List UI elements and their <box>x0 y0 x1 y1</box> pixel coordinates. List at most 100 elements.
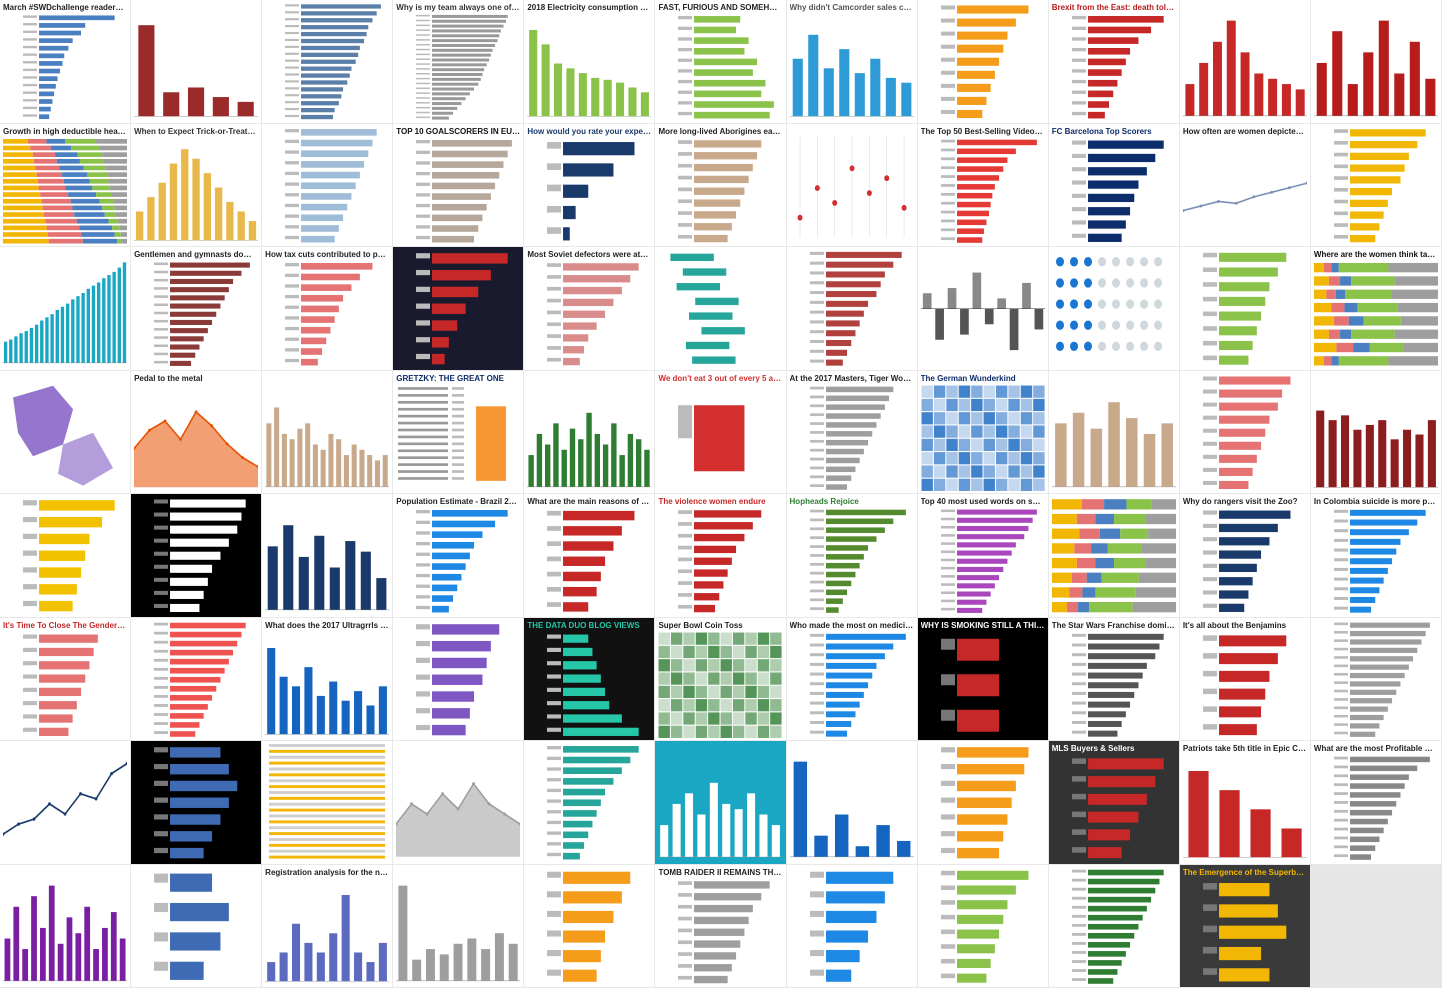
chart-thumbnail[interactable]: What does the 2017 Ultragrrls poll shows… <box>262 617 394 741</box>
chart-thumbnail[interactable] <box>0 494 132 618</box>
chart-thumbnail[interactable]: Population Estimate - Brazil 2018 <box>393 494 525 618</box>
chart-thumbnail[interactable] <box>655 741 787 865</box>
chart-thumbnail[interactable]: The Emergence of the Superbugs <box>1179 864 1311 988</box>
chart-thumbnail[interactable]: FAST, FURIOUS AND SOMEHOW STILL FILLING … <box>655 0 787 124</box>
chart-thumbnail[interactable]: FC Barcelona Top Scorers <box>1048 123 1180 247</box>
chart-thumbnail[interactable] <box>1179 0 1311 124</box>
chart-thumbnail[interactable]: Who made the most on medicine exports in… <box>786 617 918 741</box>
row-label-mark <box>940 550 955 554</box>
thumbnail-title: Top 40 most used words on sports news <box>920 497 1045 506</box>
chart-thumbnail[interactable]: Northern Virginia Market Report FEB 2018 <box>131 0 263 124</box>
chart-thumbnail[interactable] <box>524 864 656 988</box>
chart-thumbnail[interactable] <box>1310 617 1442 741</box>
chart-thumbnail[interactable] <box>524 370 656 494</box>
chart-thumbnail[interactable]: At the 2017 Masters, Tiger Woods, Garcia… <box>786 370 918 494</box>
chart-thumbnail[interactable]: Super Bowl Coin Toss <box>655 617 787 741</box>
chart-thumbnail[interactable]: MLS Buyers & Sellers <box>1048 741 1180 865</box>
chart-thumbnail[interactable]: Most Soviet defectors were athletes or p… <box>524 247 656 371</box>
chart-thumbnail[interactable] <box>1179 247 1311 371</box>
chart-thumbnail[interactable]: The German Wunderkind <box>917 370 1049 494</box>
chart-thumbnail[interactable] <box>131 864 263 988</box>
chart-thumbnail[interactable]: Patriots take 5th title in Epic Comeback <box>1179 741 1311 865</box>
chart-thumbnail[interactable] <box>262 741 394 865</box>
bar <box>825 359 843 366</box>
chart-thumbnail[interactable]: Where are the women think tank leaders? <box>1310 247 1442 371</box>
chart-thumbnail[interactable]: What are the most Profitable Companies m… <box>1310 741 1442 865</box>
chart-thumbnail[interactable] <box>393 864 525 988</box>
chart-thumbnail[interactable] <box>655 247 787 371</box>
chart-thumbnail[interactable]: More long-lived Aborigines earn in Febru… <box>655 123 787 247</box>
chart-thumbnail[interactable]: Growth in high deductible health plans <box>0 123 132 247</box>
chart-thumbnail[interactable] <box>917 741 1049 865</box>
bar <box>825 633 906 640</box>
chart-thumbnail[interactable] <box>1048 247 1180 371</box>
chart-thumbnail[interactable]: When to Expect Trick-or-Treaters <box>131 123 263 247</box>
bar <box>301 171 361 178</box>
chart-thumbnail[interactable] <box>786 247 918 371</box>
chart-thumbnail[interactable]: How would you rate your experience atten… <box>524 123 656 247</box>
chart-thumbnail[interactable] <box>393 741 525 865</box>
chart-thumbnail[interactable]: 2018 Electricity consumption by househol… <box>524 0 656 124</box>
chart-thumbnail[interactable]: The Star Wars Franchise dominates the Bo… <box>1048 617 1180 741</box>
chart-thumbnail[interactable] <box>393 617 525 741</box>
chart-thumbnail[interactable] <box>131 741 263 865</box>
chart-thumbnail[interactable] <box>131 494 263 618</box>
chart-thumbnail[interactable] <box>262 0 394 124</box>
chart-thumbnail[interactable]: We don't eat 3 out of every 5 animals ki… <box>655 370 787 494</box>
chart-thumbnail[interactable] <box>524 741 656 865</box>
chart-thumbnail[interactable]: In Colombia suicide is more prevalent in… <box>1310 494 1442 618</box>
chart-thumbnail[interactable] <box>786 864 918 988</box>
chart-thumbnail[interactable]: TOMB RAIDER II REMAINS THE BEST-SELLING … <box>655 864 787 988</box>
chart-thumbnail[interactable]: TOP 10 GOALSCORERS IN EUROPE'S TOP 5 LEA… <box>393 123 525 247</box>
chart-thumbnail[interactable]: It's Time To Close The Gender Gap <box>0 617 132 741</box>
chart-thumbnail[interactable] <box>0 247 132 371</box>
chart-thumbnail[interactable] <box>262 494 394 618</box>
thumbnail-visual <box>527 744 651 862</box>
chart-thumbnail[interactable]: How tax cuts contributed to public spend… <box>262 247 394 371</box>
chart-thumbnail[interactable] <box>0 864 132 988</box>
chart-thumbnail[interactable]: March #SWDchallenge readers are most int… <box>0 0 132 124</box>
chart-thumbnail[interactable]: The Top 50 Best-Selling Video Games <box>917 123 1049 247</box>
chart-thumbnail[interactable]: It's all about the Benjamins <box>1179 617 1311 741</box>
chart-thumbnail[interactable]: Why didn't Camcorder sales crash like di… <box>786 0 918 124</box>
table-cell <box>452 428 465 431</box>
chart-thumbnail[interactable] <box>393 247 525 371</box>
chart-thumbnail[interactable] <box>131 617 263 741</box>
chart-thumbnail[interactable] <box>786 123 918 247</box>
bar <box>170 814 221 825</box>
chart-thumbnail[interactable] <box>1048 864 1180 988</box>
chart-thumbnail[interactable] <box>786 741 918 865</box>
chart-thumbnail[interactable]: The violence women endure <box>655 494 787 618</box>
chart-thumbnail[interactable] <box>0 370 132 494</box>
chart-thumbnail[interactable]: Hopheads Rejoice <box>786 494 918 618</box>
chart-thumbnail[interactable] <box>917 864 1049 988</box>
chart-thumbnail[interactable]: 15 referendums that will be held 2015-20… <box>1310 370 1442 494</box>
chart-thumbnail[interactable]: Brexit from the East: death toll in Euro… <box>1048 0 1180 124</box>
chart-thumbnail[interactable]: What are the main reasons of success? <box>524 494 656 618</box>
heat-cell <box>658 725 671 738</box>
chart-thumbnail[interactable] <box>1310 123 1442 247</box>
chart-thumbnail[interactable] <box>262 123 394 247</box>
chart-thumbnail[interactable] <box>1310 0 1442 124</box>
chart-thumbnail[interactable]: Top 40 most used words on sports news <box>917 494 1049 618</box>
chart-thumbnail[interactable]: Registration analysis for the new LA mee… <box>262 864 394 988</box>
chart-thumbnail[interactable]: Gentlemen and gymnasts dominate the list… <box>131 247 263 371</box>
chart-thumbnail[interactable]: Pedal to the metal <box>131 370 263 494</box>
row-label-mark <box>678 187 693 191</box>
chart-thumbnail[interactable]: WHY IS SMOKING STILL A THING? <box>917 617 1049 741</box>
row-label-mark <box>1333 697 1348 701</box>
chart-thumbnail[interactable]: THE DATA DUO BLOG VIEWS <box>524 617 656 741</box>
chart-thumbnail[interactable] <box>1179 370 1311 494</box>
chart-thumbnail[interactable]: Why is my team always one of the worst? <box>393 0 525 124</box>
chart-thumbnail[interactable] <box>917 0 1049 124</box>
chart-thumbnail[interactable]: Why do rangers visit the Zoo? <box>1179 494 1311 618</box>
chart-thumbnail[interactable]: GRETZKY: THE GREAT ONE <box>393 370 525 494</box>
chart-thumbnail[interactable] <box>1048 370 1180 494</box>
chart-thumbnail[interactable]: How often are women depicted in movies w… <box>1179 123 1311 247</box>
chart-thumbnail[interactable] <box>0 741 132 865</box>
bar <box>301 80 348 85</box>
thumbnail-svg <box>134 148 259 241</box>
chart-thumbnail[interactable] <box>917 247 1049 371</box>
chart-thumbnail[interactable] <box>1048 494 1180 618</box>
chart-thumbnail[interactable] <box>262 370 394 494</box>
